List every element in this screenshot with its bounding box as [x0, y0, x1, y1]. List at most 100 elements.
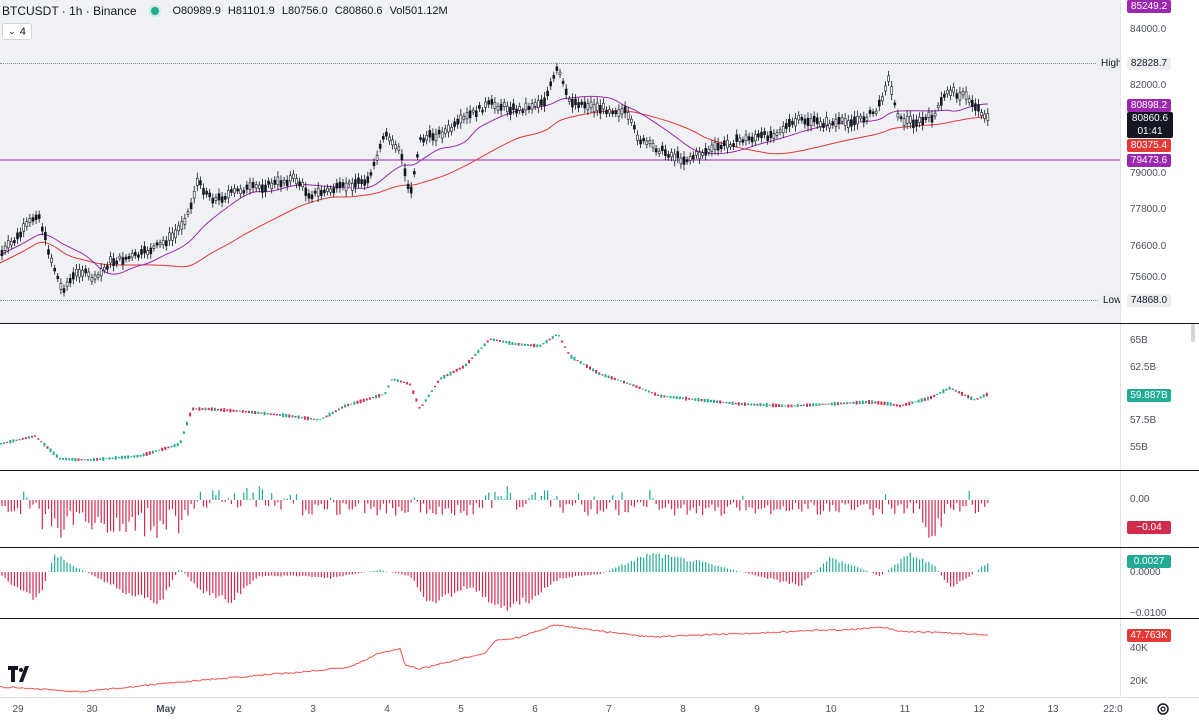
histogram-bar	[897, 500, 899, 506]
symbol-title[interactable]: BTCUSDT · 1h · Binance	[2, 4, 137, 18]
indicator-candle	[148, 451, 151, 455]
histogram-bar	[810, 500, 812, 503]
indicator-candle	[291, 415, 294, 418]
candle-body	[716, 142, 720, 151]
candle-body	[409, 186, 413, 194]
ohlc-values: O80989.9 H81101.9 L80756.0 C80860.6 Vol5…	[173, 5, 452, 17]
histogram-bar	[801, 500, 803, 512]
candle-body	[887, 75, 890, 82]
candle-body	[558, 71, 562, 76]
oscillator-bar	[305, 572, 307, 577]
candle-body	[936, 104, 940, 108]
candle-body	[251, 182, 255, 188]
indicator-candle	[868, 400, 870, 404]
indicator-chart-5[interactable]	[0, 619, 1120, 697]
oscillator-bar	[131, 572, 133, 596]
histogram-bar	[553, 499, 555, 500]
candle-body	[980, 112, 983, 116]
indicator-chart-3[interactable]	[0, 471, 1120, 547]
histogram-bar	[636, 500, 639, 503]
oscillator-bar	[109, 572, 112, 585]
candle-body	[6, 240, 10, 249]
indicator-candle	[846, 401, 849, 405]
tradingview-logo-icon[interactable]	[8, 666, 32, 685]
indicator-chart-4[interactable]	[0, 548, 1120, 618]
histogram-bar	[78, 500, 81, 514]
indicator-chart-2[interactable]	[0, 324, 1120, 470]
indicator-candle	[514, 343, 517, 345]
candle-body	[72, 272, 75, 280]
indicator-pane-3[interactable]	[0, 471, 1120, 547]
pane-separator[interactable]	[0, 547, 1199, 548]
histogram-bar	[946, 500, 949, 505]
indicator-candle	[979, 396, 982, 399]
oscillator-bar	[667, 554, 670, 572]
indicator-candle	[561, 340, 564, 343]
histogram-bar	[199, 491, 201, 500]
indicator-pane-4[interactable]	[0, 548, 1120, 618]
candle-body	[248, 182, 252, 190]
indicator-candle	[223, 408, 226, 412]
pane-separator[interactable]	[0, 470, 1199, 471]
oscillator-bar	[23, 572, 25, 591]
candle-body	[809, 118, 813, 127]
oscillator-bar	[571, 572, 573, 578]
indicator-candle	[511, 342, 514, 345]
oscillator-bar	[82, 570, 84, 572]
candle-body	[586, 103, 590, 111]
pane-scroll-handle[interactable]	[1191, 324, 1195, 342]
indicator-candle	[80, 459, 83, 461]
price-chart[interactable]	[0, 0, 1120, 323]
histogram-bar	[10, 500, 12, 512]
histogram-bar	[150, 500, 152, 531]
indicator-candle	[418, 406, 421, 409]
indicator-candle	[753, 403, 756, 406]
histogram-bar	[915, 500, 918, 504]
candle-body	[233, 188, 236, 194]
candle-body	[242, 190, 246, 194]
price-tick: 84000.0	[1130, 24, 1167, 35]
candle-body	[437, 129, 441, 135]
oscillator-bar	[379, 569, 381, 572]
histogram-bar	[857, 500, 859, 508]
pane-separator[interactable]	[0, 618, 1199, 619]
candle-body	[536, 100, 540, 108]
indicator-pane-2[interactable]	[0, 324, 1120, 470]
oscillator-bar	[54, 554, 56, 572]
histogram-bar	[894, 500, 896, 514]
candle-body	[279, 180, 283, 188]
indicator-candle	[784, 405, 787, 407]
pane3-axis[interactable]	[1120, 471, 1199, 547]
oscillator-bar	[224, 572, 226, 600]
oscillator-bar	[35, 572, 37, 598]
histogram-bar	[574, 500, 577, 504]
candle-body	[282, 179, 286, 184]
candle-body	[180, 221, 184, 230]
histogram-bar	[423, 500, 425, 504]
oscillator-bar	[429, 572, 431, 601]
oscillator-bar	[26, 572, 28, 593]
time-axis[interactable]: 29 30 May 2 3 4 5 6 7 8 9 10 11 12 13 22:0	[0, 697, 1199, 720]
indicator-candle	[49, 448, 52, 453]
candle-body	[93, 274, 97, 280]
candle-body	[797, 115, 801, 121]
collapse-indicators-button[interactable]: ⌄ 4	[2, 23, 32, 40]
histogram-bar	[633, 500, 635, 508]
histogram-bar	[559, 500, 561, 508]
indicator-pane-5[interactable]	[0, 619, 1120, 697]
indicator-candle	[613, 377, 616, 381]
low-value: L80756.0	[281, 5, 328, 17]
indicator-candle	[127, 455, 130, 459]
candle-body	[921, 117, 925, 125]
time-tick: 30	[86, 704, 98, 715]
histogram-bar	[872, 500, 874, 516]
gear-icon[interactable]	[1156, 702, 1170, 716]
candle-body	[239, 188, 242, 195]
indicator-candle	[815, 403, 818, 406]
oscillator-bar	[946, 572, 949, 583]
oscillator-bar	[959, 572, 961, 582]
pane5-tick: 20K	[1130, 676, 1148, 687]
indicator-candle	[936, 393, 939, 395]
price-pane[interactable]	[0, 0, 1120, 323]
pane-separator[interactable]	[0, 323, 1199, 324]
